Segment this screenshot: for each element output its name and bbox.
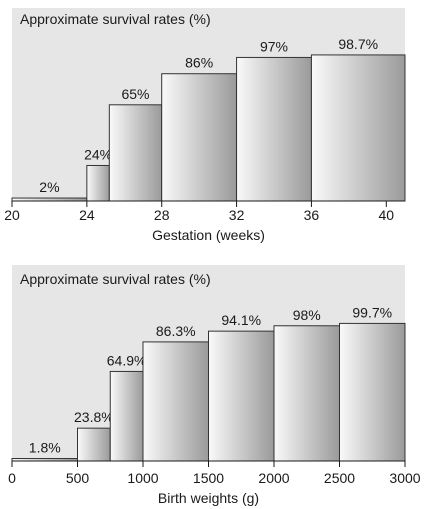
data-label: 86% bbox=[185, 55, 213, 71]
data-label: 98.7% bbox=[338, 36, 378, 52]
bar bbox=[208, 330, 275, 462]
data-label: 2% bbox=[39, 179, 59, 195]
bar bbox=[142, 341, 209, 462]
data-label: 97% bbox=[260, 38, 288, 54]
x-axis-title: Birth weights (g) bbox=[158, 490, 259, 506]
x-axis-title: Gestation (weeks) bbox=[152, 227, 265, 243]
bar bbox=[109, 370, 144, 462]
x-tick-label: 0 bbox=[8, 470, 16, 486]
data-label: 64.9% bbox=[107, 352, 147, 368]
birth-weight-chart: Approximate survival rates (%) 1.8% 23.8% 6… bbox=[0, 260, 425, 509]
chart-title: Approximate survival rates (%) bbox=[20, 11, 211, 27]
data-label: 86.3% bbox=[156, 323, 196, 339]
bar bbox=[77, 427, 111, 462]
bar bbox=[273, 325, 340, 462]
x-tick-label: 2500 bbox=[324, 470, 355, 486]
data-label: 94.1% bbox=[221, 312, 261, 328]
data-label: 99.7% bbox=[352, 304, 392, 320]
bar bbox=[86, 164, 110, 202]
data-label: 23.8% bbox=[74, 409, 114, 425]
x-tick-label: 40 bbox=[378, 207, 394, 223]
chart-svg: Approximate survival rates (%) 1.8% 23.8% 6… bbox=[8, 265, 421, 506]
bar bbox=[108, 104, 163, 202]
gestation-chart: Approximate survival rates (%) 2% 24% 65% 86… bbox=[0, 0, 425, 245]
x-tick-label: 1000 bbox=[127, 470, 158, 486]
x-tick-label: 3000 bbox=[389, 470, 420, 486]
x-tick-label: 28 bbox=[154, 207, 170, 223]
x-tick-label: 32 bbox=[229, 207, 245, 223]
bar bbox=[236, 56, 312, 202]
data-label: 65% bbox=[121, 86, 149, 102]
data-label: 24% bbox=[84, 146, 112, 162]
x-tick-label: 20 bbox=[4, 207, 20, 223]
bar bbox=[161, 73, 238, 202]
chart-title: Approximate survival rates (%) bbox=[20, 271, 211, 287]
x-tick-label: 2000 bbox=[258, 470, 289, 486]
chart-svg: Approximate survival rates (%) 2% 24% 65% 86… bbox=[4, 8, 406, 243]
x-tick-label: 36 bbox=[304, 207, 320, 223]
data-label: 1.8% bbox=[29, 440, 61, 456]
bar bbox=[310, 54, 406, 202]
x-tick-label: 500 bbox=[66, 470, 90, 486]
x-tick-label: 24 bbox=[79, 207, 95, 223]
x-tick-label: 1500 bbox=[193, 470, 224, 486]
bar bbox=[339, 322, 406, 462]
data-label: 98% bbox=[293, 307, 321, 323]
